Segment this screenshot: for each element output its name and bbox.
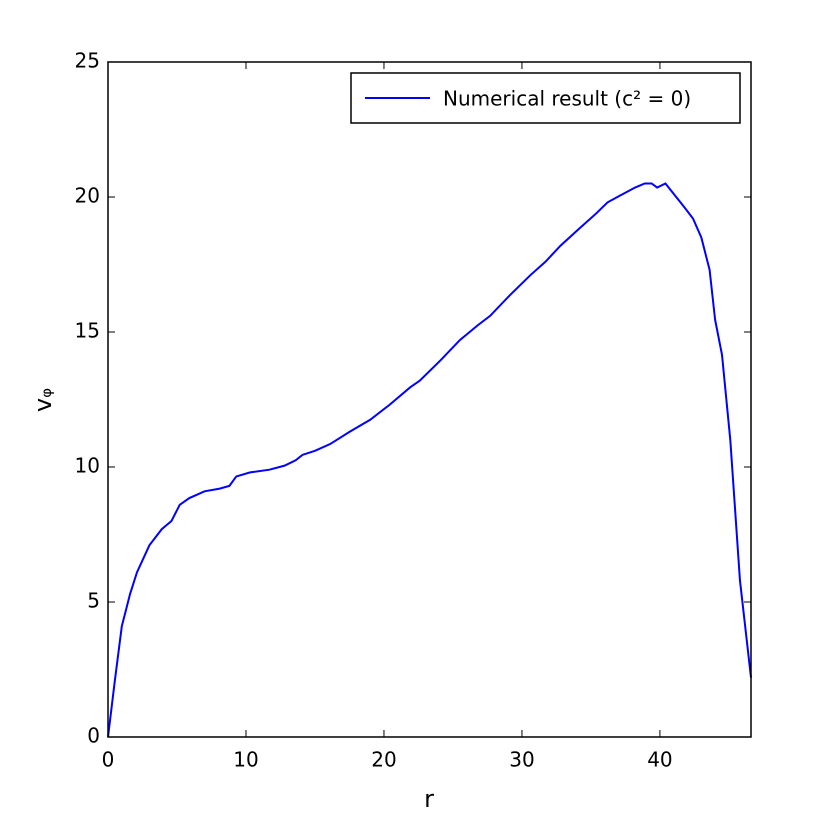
data-line: [107, 182, 752, 738]
y-tick-label: 20: [75, 184, 100, 208]
plot-frame: [107, 61, 752, 738]
x-tick-label: 40: [647, 748, 672, 772]
y-tick-label: 15: [75, 319, 100, 343]
x-tick-label: 0: [102, 748, 115, 772]
x-tick-label: 30: [509, 748, 534, 772]
y-tick-label: 10: [75, 454, 100, 478]
y-axis-label: vᵩ: [29, 388, 57, 412]
x-axis-label: r: [424, 785, 434, 813]
y-tick-label: 0: [87, 724, 100, 748]
x-tick-label: 20: [371, 748, 396, 772]
x-tick-label: 10: [233, 748, 258, 772]
y-tick-label: 25: [75, 49, 100, 73]
y-tick-label: 5: [87, 589, 100, 613]
legend-label: Numerical result (c² = 0): [443, 87, 691, 111]
